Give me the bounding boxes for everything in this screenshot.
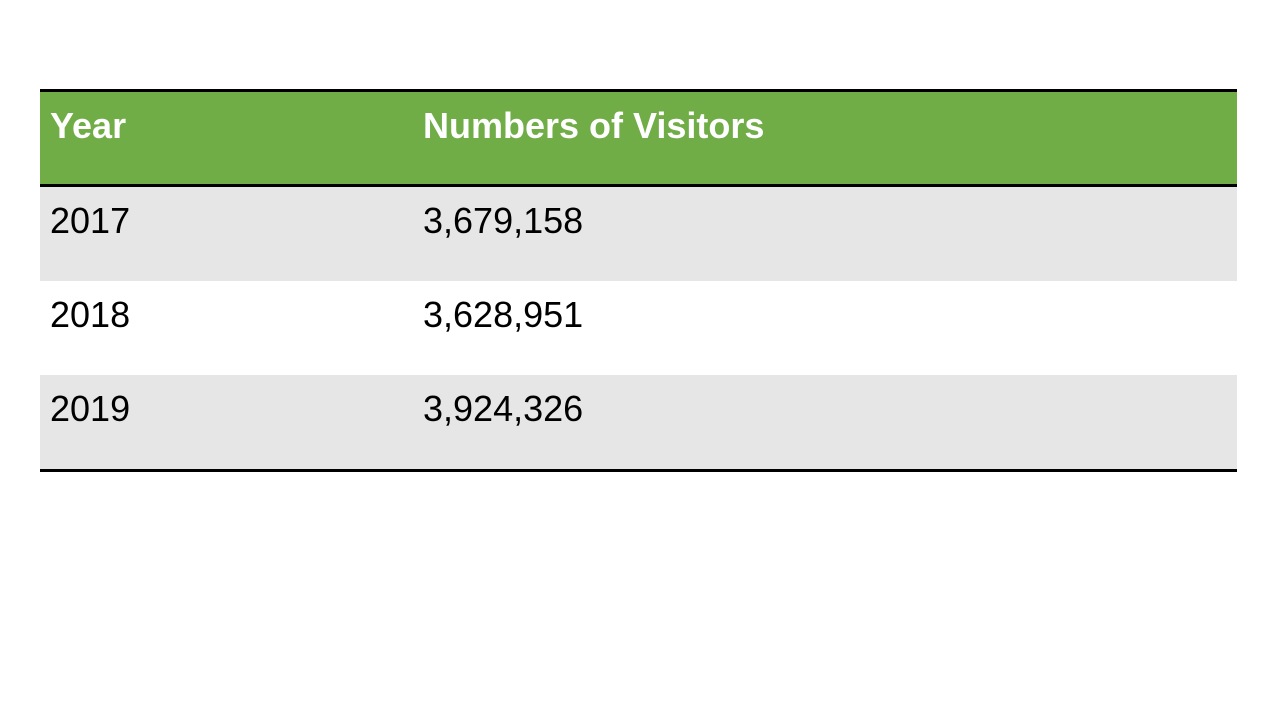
table-row: 2019 3,924,326 xyxy=(40,375,1237,469)
table-cell: 3,679,158 xyxy=(423,200,584,241)
header-row: Year Numbers of Visitors xyxy=(40,92,1237,187)
table: Year Numbers of Visitors 2017 3,679,158 2018… xyxy=(40,89,1237,472)
header-cell: Year xyxy=(50,105,127,146)
table-cell: 3,924,326 xyxy=(423,388,584,429)
table-cell: 2019 xyxy=(50,388,131,429)
table-cell: 2018 xyxy=(50,294,131,335)
table-cell: 3,628,951 xyxy=(423,294,584,335)
header-cell: Numbers of Visitors xyxy=(423,105,765,146)
table-row: 2017 3,679,158 xyxy=(40,187,1237,281)
table-cell: 2017 xyxy=(50,200,131,241)
table-row: 2018 3,628,951 xyxy=(40,281,1237,375)
